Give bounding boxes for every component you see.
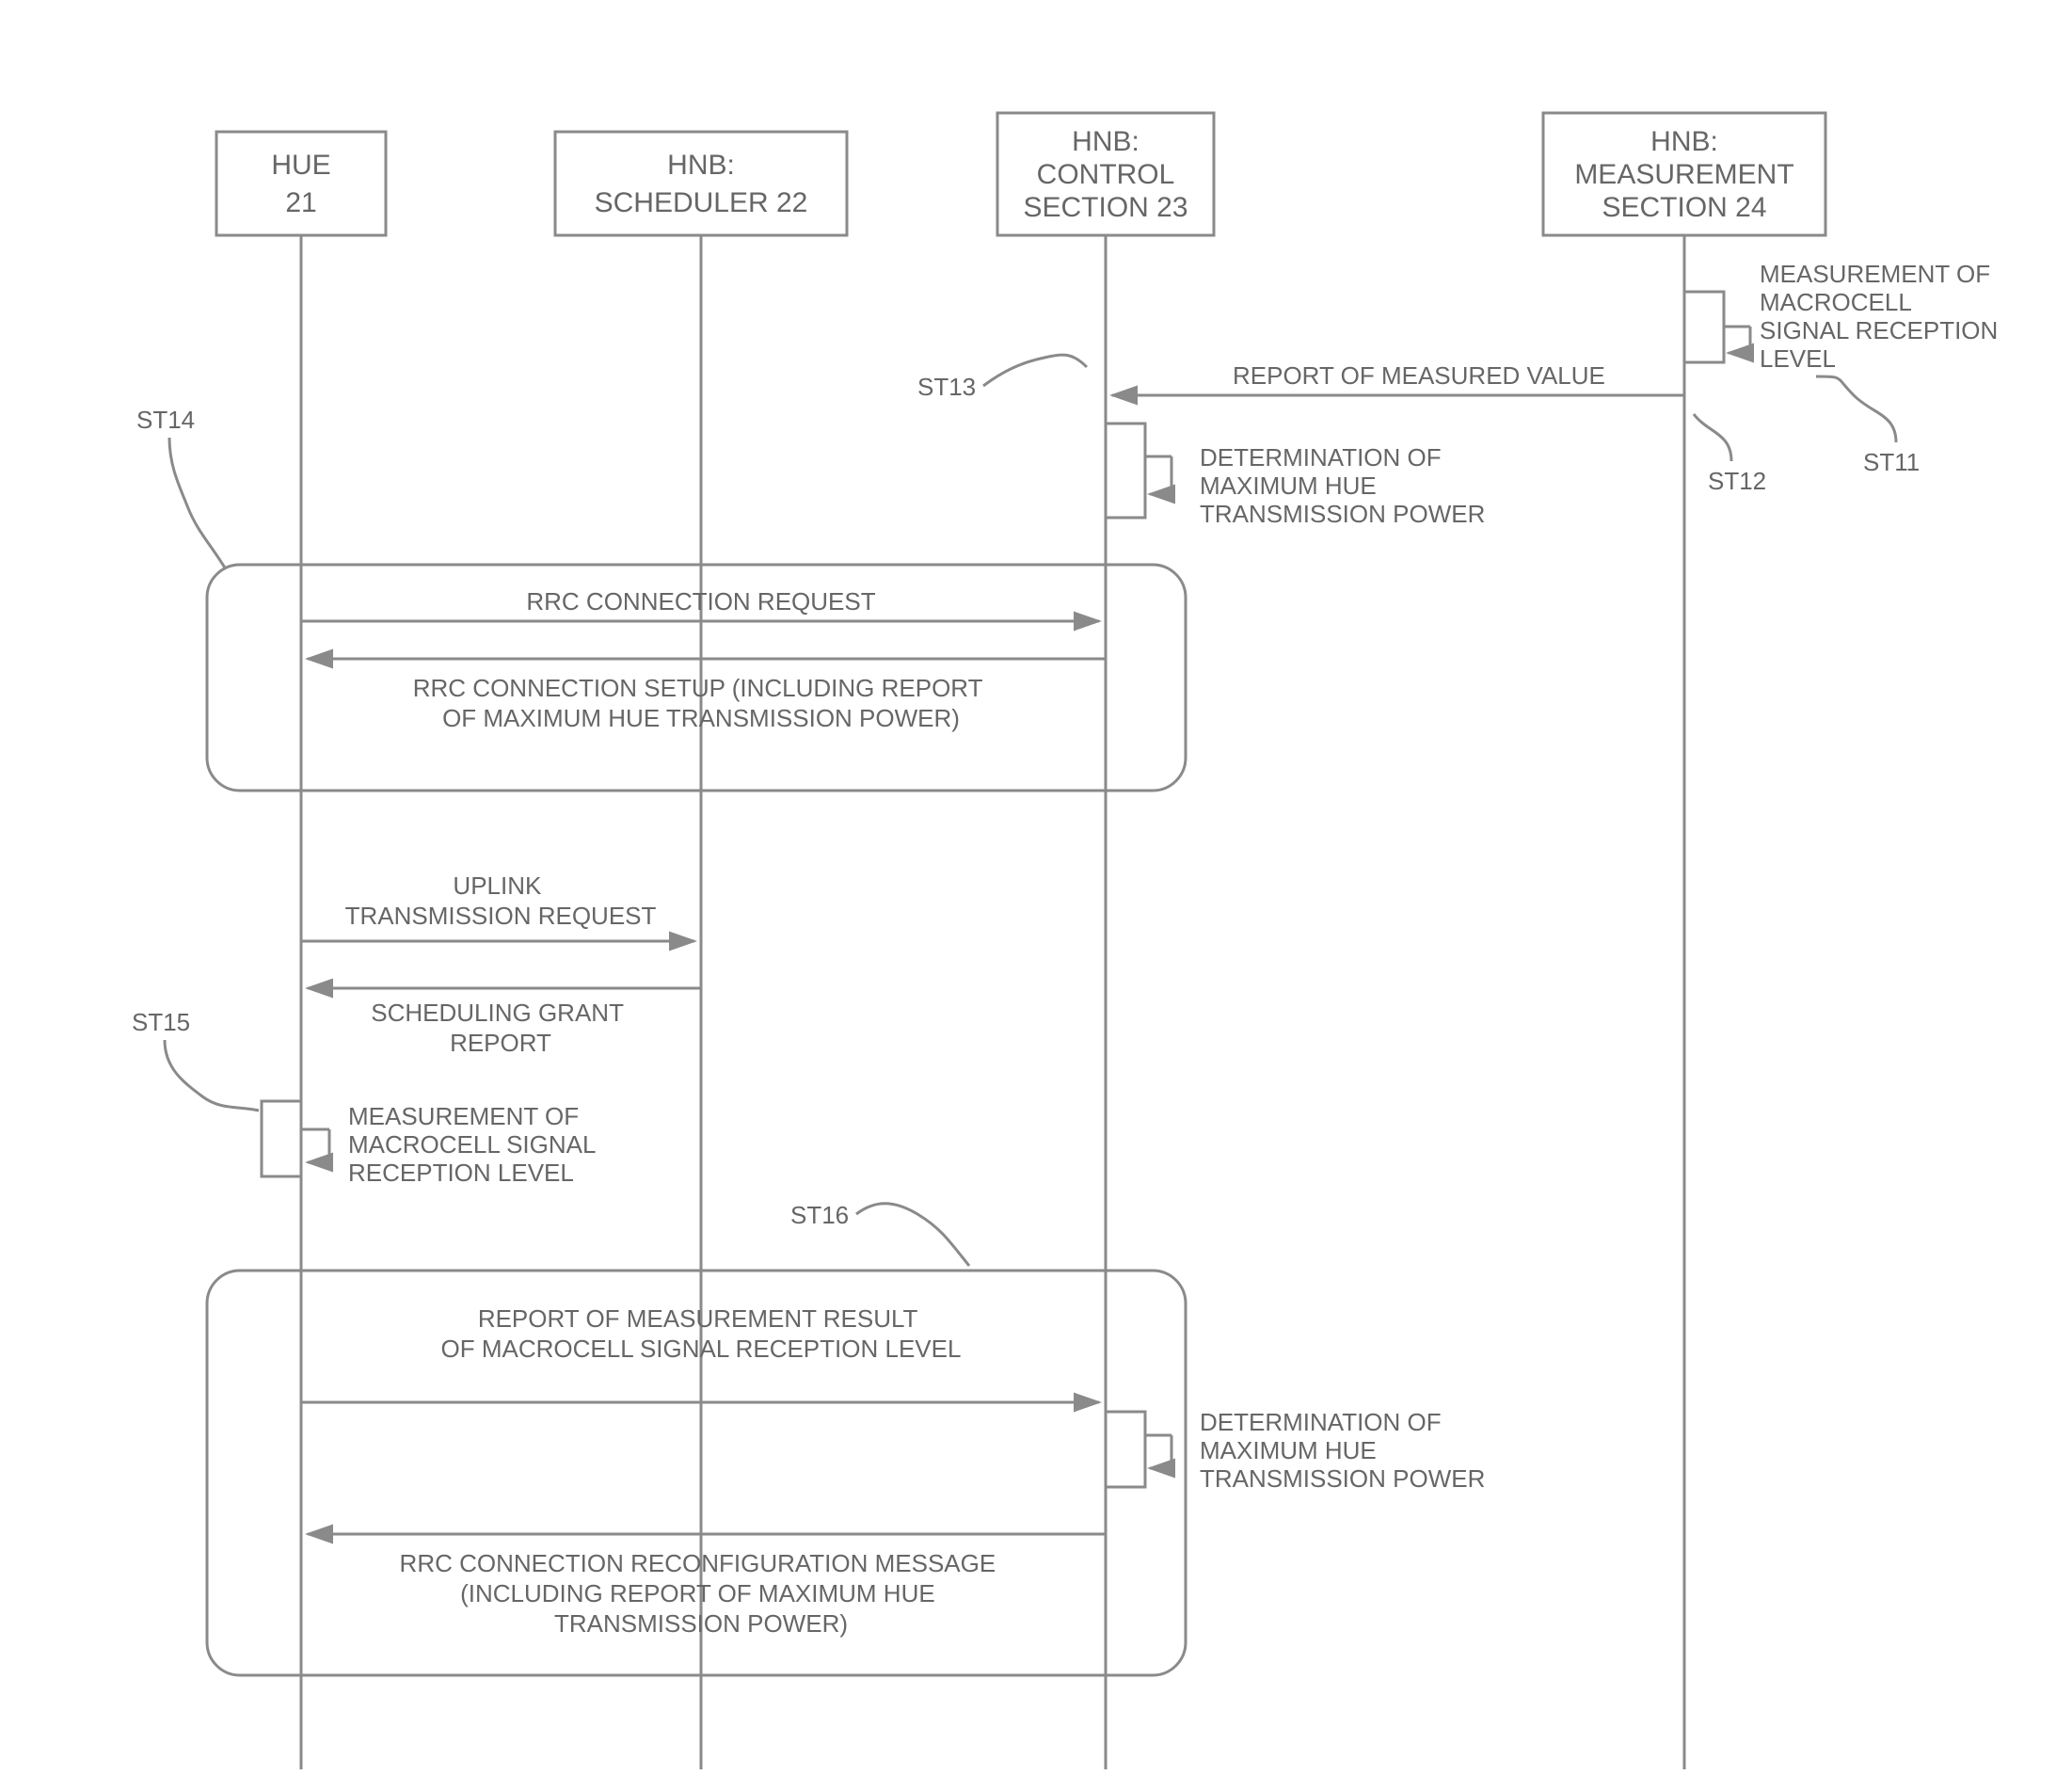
step-grant: SCHEDULING GRANT REPORT: [308, 988, 701, 1057]
step-st14-group: RRC CONNECTION REQUEST RRC CONNECTION SE…: [136, 406, 1186, 791]
step-label: ST15: [132, 1008, 190, 1036]
step-text: RRC CONNECTION RECONFIGURATION MESSAGE (…: [400, 1549, 1003, 1638]
actor-label: HNB:: [1072, 126, 1140, 157]
actor-label: SCHEDULER 22: [595, 187, 808, 218]
actor-scheduler: HNB: SCHEDULER 22: [555, 132, 847, 1769]
step-label: ST12: [1708, 467, 1766, 495]
step-text: RRC CONNECTION REQUEST: [526, 587, 875, 616]
step-label: ST11: [1863, 448, 1920, 476]
step-uplink: UPLINK TRANSMISSION REQUEST: [301, 872, 694, 941]
actor-label: CONTROL: [1037, 159, 1175, 190]
step-text: SCHEDULING GRANT REPORT: [371, 999, 630, 1057]
actor-label: HNB:: [1650, 126, 1718, 157]
step-text: DETERMINATION OF MAXIMUM HUE TRANSMISSIO…: [1200, 443, 1485, 528]
actor-label: 21: [285, 187, 316, 218]
actor-label: SECTION 23: [1023, 192, 1187, 223]
step-text: REPORT OF MEASURED VALUE: [1233, 361, 1605, 390]
step-text: MEASUREMENT OF MACROCELL SIGNAL RECEPTIO…: [348, 1102, 602, 1187]
actor-label: HNB:: [667, 150, 735, 181]
step-label: ST16: [790, 1201, 849, 1229]
actor-label: HUE: [271, 150, 330, 181]
actor-label: MEASUREMENT: [1574, 159, 1793, 190]
step-st11: MEASUREMENT OF MACROCELL SIGNAL RECEPTIO…: [1684, 260, 2005, 476]
actor-label: SECTION 24: [1602, 192, 1766, 223]
sequence-diagram: HUE 21 HNB: SCHEDULER 22 HNB: CONTROL SE…: [0, 0, 2072, 1791]
step-label: ST14: [136, 406, 195, 434]
step-label: ST13: [917, 373, 976, 401]
step-text: MEASUREMENT OF MACROCELL SIGNAL RECEPTIO…: [1760, 260, 2005, 373]
step-text: UPLINK TRANSMISSION REQUEST: [345, 872, 657, 930]
step-st16-group: REPORT OF MEASUREMENT RESULT OF MACROCEL…: [207, 1201, 1485, 1675]
actor-hue: HUE 21: [216, 132, 386, 1769]
step-text: DETERMINATION OF MAXIMUM HUE TRANSMISSIO…: [1200, 1408, 1485, 1493]
